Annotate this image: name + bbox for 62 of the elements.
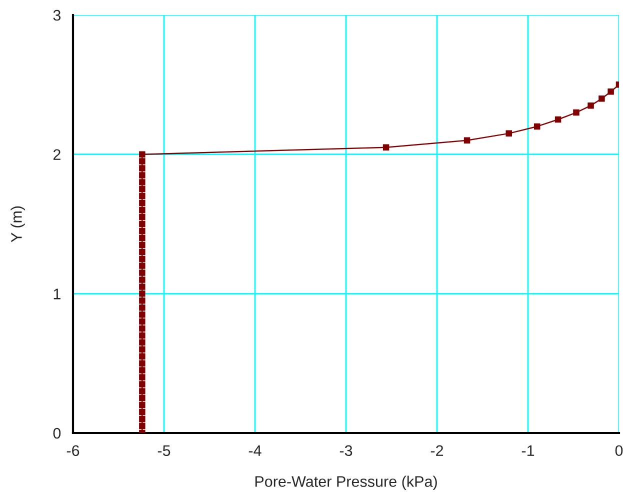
point [139,262,146,269]
y-tick-label: 1 [54,288,60,300]
point [139,172,146,178]
point [139,381,146,388]
y-tick-label: 2 [53,149,60,160]
y-tick-label: 3 [53,10,61,21]
point [139,353,146,360]
x-axis-title: Pore-Water Pressure (kPa) [255,476,437,490]
x-tick-label: -2 [430,445,444,456]
point [139,416,146,422]
point [139,151,146,158]
y-axis-title: Y (m) [10,206,25,242]
point [139,276,146,283]
point [139,374,146,380]
point [506,130,512,137]
point [139,367,146,374]
point [139,248,146,255]
point [139,193,146,200]
x-tick-label: -3 [340,445,352,456]
point [464,137,470,144]
point [554,116,562,123]
point [139,402,146,408]
point [139,242,146,248]
point [139,332,146,339]
point [598,95,605,102]
point [139,158,146,164]
point [534,123,540,130]
x-tick-label: -1 [522,445,534,456]
point [139,408,146,416]
point [139,270,146,276]
point [139,346,146,353]
point [139,228,146,234]
point [382,144,390,150]
point [139,395,146,402]
x-tick-label: 0 [615,445,623,456]
point [139,298,146,304]
point [588,102,594,109]
point [139,186,146,192]
point [139,388,146,394]
x-tick-label: -4 [248,445,262,456]
y-tick-label: 0 [53,428,61,439]
point [139,200,146,206]
point [139,165,146,172]
point [139,304,146,311]
x-tick-label: -6 [66,445,80,456]
point [139,339,146,346]
point [573,109,580,116]
point [139,206,146,214]
point [139,325,146,332]
point [139,220,146,228]
x-tick-label: -5 [158,445,170,456]
point [139,422,146,430]
point [139,256,146,262]
point [139,179,146,186]
point [139,360,146,366]
point [139,290,146,297]
point [139,311,146,318]
point [139,318,146,325]
point [139,284,146,290]
point [608,88,614,95]
point [139,234,146,242]
point [139,214,146,220]
